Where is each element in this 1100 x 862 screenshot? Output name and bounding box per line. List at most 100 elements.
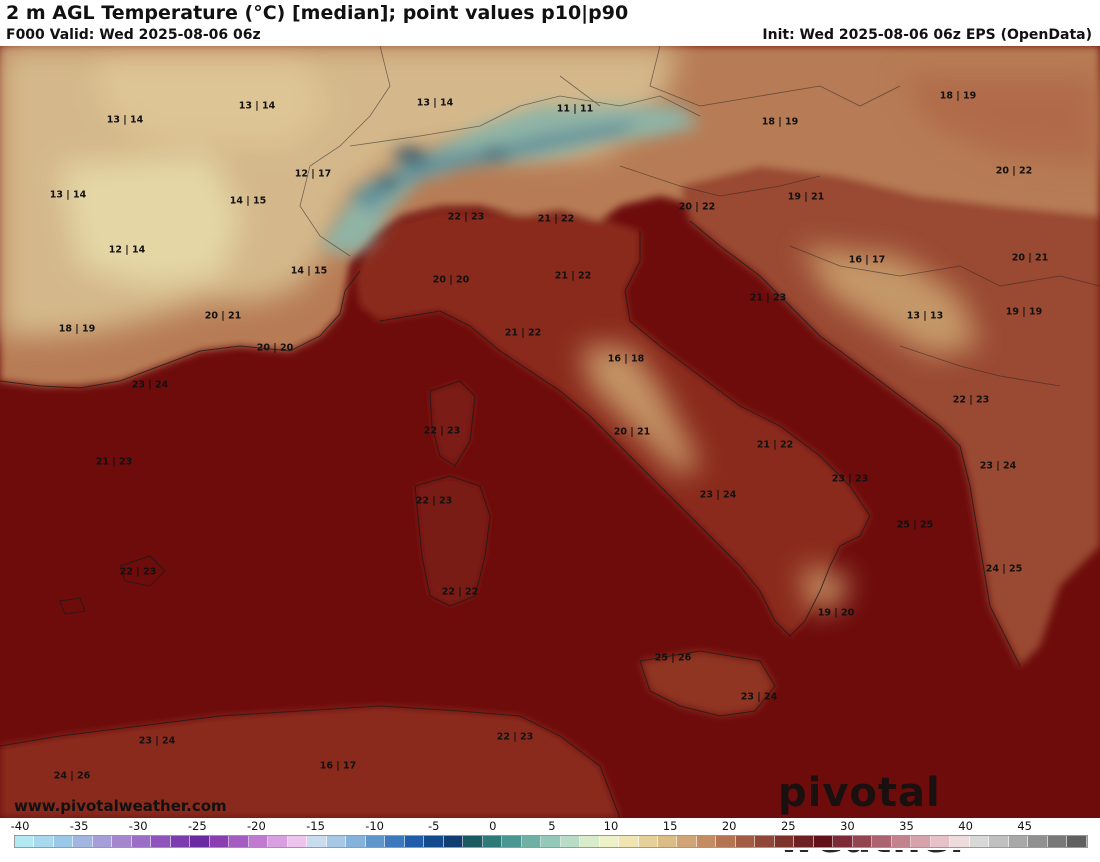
point-value-label: 23 | 23 [831, 473, 869, 485]
point-value-label: 25 | 25 [896, 519, 934, 531]
colorbar-swatch [1008, 836, 1029, 847]
point-value-label: 13 | 13 [906, 310, 944, 322]
map-title: 2 m AGL Temperature (°C) [median]; point… [6, 2, 629, 24]
colorbar-tick-label: -30 [128, 819, 148, 833]
colorbar-swatch [34, 836, 54, 847]
colorbar-swatch [15, 836, 35, 847]
point-value-label: 16 | 17 [319, 760, 357, 772]
colorbar-swatch [833, 836, 853, 847]
colorbar-swatch [268, 836, 288, 847]
point-value-label: 22 | 23 [952, 394, 990, 406]
colorbar-tick-label: 25 [780, 819, 796, 833]
colorbar-swatch [521, 836, 542, 847]
coastlines [0, 220, 1021, 818]
map-canvas [0, 46, 1100, 818]
colorbar-swatch [852, 836, 873, 847]
colorbar-swatch [229, 836, 249, 847]
point-value-label: 21 | 22 [537, 213, 575, 225]
colorbar-swatch [346, 836, 366, 847]
colorbar-swatch [774, 836, 795, 847]
point-value-label: 22 | 23 [423, 425, 461, 437]
point-value-label: 20 | 22 [995, 165, 1033, 177]
colorbar-tick-label: 20 [721, 819, 737, 833]
point-value-label: 23 | 24 [131, 379, 169, 391]
colorbar-swatch [482, 836, 503, 847]
colorbar-swatch [872, 836, 892, 847]
point-value-label: 18 | 19 [761, 116, 799, 128]
colorbar-tick-label: -40 [10, 819, 30, 833]
point-value-label: 13 | 14 [238, 100, 276, 112]
point-value-label: 23 | 24 [138, 735, 176, 747]
colorbar-swatch [92, 836, 113, 847]
point-value-label: 16 | 18 [607, 353, 645, 365]
point-value-label: 19 | 21 [787, 191, 825, 203]
colorbar-swatch [989, 836, 1009, 847]
colorbar-swatch [794, 836, 814, 847]
point-value-label: 23 | 24 [699, 489, 737, 501]
point-value-label: 23 | 24 [979, 460, 1017, 472]
point-value-label: 14 | 15 [229, 195, 267, 207]
colorbar-swatch [1028, 836, 1048, 847]
colorbar-tick-label: 10 [603, 819, 619, 833]
point-value-label: 20 | 21 [204, 310, 242, 322]
colorbar-tick-label: -15 [306, 819, 325, 833]
colorbar-swatch [209, 836, 230, 847]
point-value-label: 22 | 22 [441, 586, 479, 598]
point-value-label: 21 | 22 [756, 439, 794, 451]
colorbar-swatch [502, 836, 522, 847]
colorbar-swatch [950, 836, 970, 847]
colorbar-swatch [735, 836, 756, 847]
colorbar-swatch [969, 836, 990, 847]
colorbar-swatch [287, 836, 308, 847]
point-value-label: 23 | 24 [740, 691, 778, 703]
colorbar-swatch [385, 836, 405, 847]
point-value-label: 21 | 23 [749, 292, 787, 304]
colorbar-swatch [170, 836, 191, 847]
colorbar-swatch [1047, 836, 1068, 847]
colorbar-swatch [813, 836, 834, 847]
colorbar-swatch [657, 836, 678, 847]
point-value-label: 11 | 11 [556, 103, 594, 115]
point-value-label: 12 | 14 [108, 244, 146, 256]
valid-time: F000 Valid: Wed 2025-08-06 06z [6, 27, 261, 43]
point-value-label: 20 | 22 [678, 201, 716, 213]
point-value-label: 22 | 23 [119, 566, 157, 578]
temperature-map[interactable]: 13 | 14 13 | 14 13 | 14 11 | 11 18 | 19 18 | … [0, 46, 1100, 818]
colorbar-swatch [638, 836, 658, 847]
colorbar-tick-label: 5 [548, 819, 556, 833]
colorbar-swatch [911, 836, 931, 847]
point-value-label: 12 | 17 [294, 168, 332, 180]
colorbar-tick-label: 15 [662, 819, 678, 833]
point-value-label: 22 | 23 [447, 211, 485, 223]
colorbar-swatch [443, 836, 464, 847]
point-value-label: 19 | 20 [817, 607, 855, 619]
point-value-label: 18 | 19 [939, 90, 977, 102]
colorbar-swatch [696, 836, 717, 847]
point-value-label: 21 | 22 [554, 270, 592, 282]
colorbar-swatch [404, 836, 425, 847]
colorbar-swatch [755, 836, 775, 847]
point-value-label: 13 | 14 [416, 97, 454, 109]
watermark-url: www.pivotalweather.com [14, 797, 227, 815]
colorbar-swatch [619, 836, 639, 847]
point-value-label: 13 | 14 [49, 189, 87, 201]
colorbar-tick-labels: -40 -35 -30 -25 -20 -15 -10 -5 0 5 10 15 20 25 30 35 40 4… [0, 819, 1100, 833]
point-value-label: 16 | 17 [848, 254, 886, 266]
colorbar-tick-label: 0 [489, 819, 497, 833]
colorbar-tick-label: 45 [1017, 819, 1033, 833]
colorbar-tick-label: 40 [958, 819, 973, 833]
colorbar-swatch [599, 836, 620, 847]
colorbar-swatch [365, 836, 386, 847]
colorbar-tick-label: 35 [899, 819, 914, 833]
country-borders [299, 46, 1100, 387]
point-value-label: 20 | 20 [432, 274, 470, 286]
colorbar-swatch [112, 836, 132, 847]
init-time: Init: Wed 2025-08-06 06z EPS (OpenData) [762, 27, 1092, 43]
colorbar-swatch [248, 836, 269, 847]
map-header: 2 m AGL Temperature (°C) [median]; point… [0, 0, 1100, 46]
colorbar-tick-label: -20 [246, 819, 266, 833]
point-value-label: 21 | 23 [95, 456, 133, 468]
colorbar-swatch [131, 836, 152, 847]
colorbar-swatch [53, 836, 74, 847]
colorbar-tick-label: 30 [840, 819, 855, 833]
